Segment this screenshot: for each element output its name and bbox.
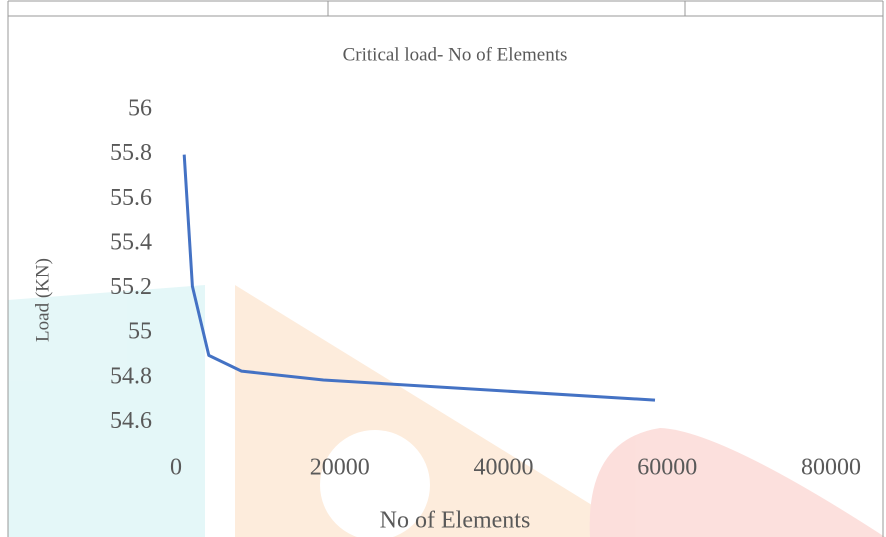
watermark-red [590, 428, 885, 537]
y-tick-label: 56 [128, 96, 152, 122]
x-tick-label: 0 [170, 455, 182, 481]
y-tick-label: 54.6 [110, 408, 152, 434]
y-tick-label: 55.6 [110, 185, 152, 211]
x-tick-label: 40000 [474, 455, 534, 481]
y-tick-label: 55.4 [110, 229, 152, 255]
chart: Critical load- No of Elements No of Elem… [0, 0, 886, 537]
y-tick-label: 55 [128, 319, 152, 345]
chart-title: Critical load- No of Elements [343, 44, 568, 65]
y-axis-label: Load (KN) [32, 258, 53, 342]
y-tick-label: 54.8 [110, 363, 152, 389]
page: Critical load- No of Elements No of Elem… [0, 0, 886, 537]
x-tick-label: 20000 [310, 455, 370, 481]
x-tick-label: 60000 [637, 455, 697, 481]
y-tick-label: 55.8 [110, 140, 152, 166]
x-tick-label: 80000 [801, 455, 861, 481]
y-tick-label: 55.2 [110, 274, 152, 300]
x-axis-label: No of Elements [380, 508, 531, 534]
